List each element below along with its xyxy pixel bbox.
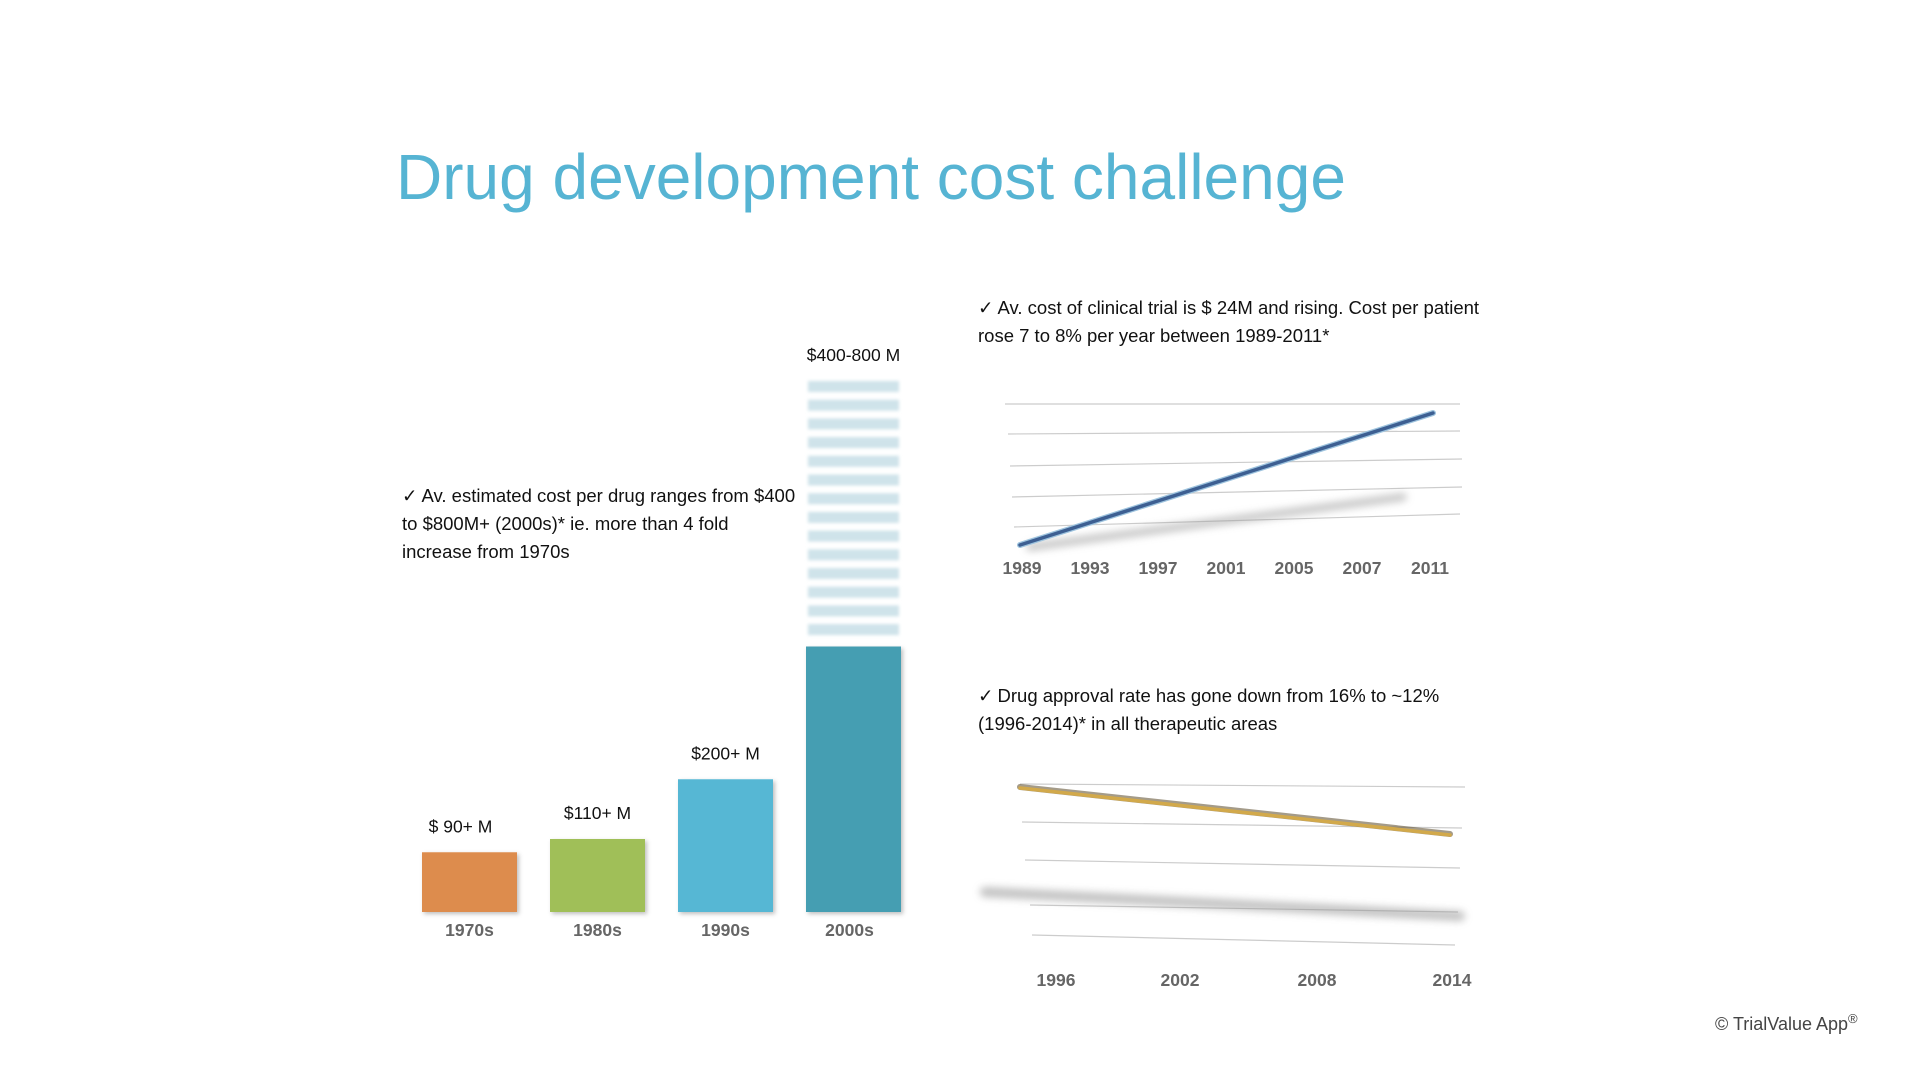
registered-mark: ® (1848, 1011, 1858, 1026)
copyright-text: © TrialValue App (1715, 1014, 1849, 1034)
approval-rate-line-chart: 1996 2002 2008 2014 (980, 783, 1472, 990)
x-tick-label: 2000s (825, 920, 874, 940)
gridline (1024, 859, 1461, 869)
trial-cost-note: ✓ Av. cost of clinical trial is $ 24M and… (978, 294, 1488, 350)
x-tick-label: 2005 (1275, 558, 1314, 578)
copyright: © TrialValue App® (1715, 1011, 1858, 1035)
range-stripe (808, 511, 899, 523)
bar-chart-note-text: Av. estimated cost per drug ranges from … (402, 485, 796, 562)
approval-rate-note-text: Drug approval rate has gone down from 16… (978, 685, 1440, 734)
series-shadow (980, 887, 1465, 921)
slide-title: Drug development cost challenge (396, 141, 1346, 213)
range-stripe (808, 624, 899, 636)
approval-rate-note: ✓ Drug approval rate has gone down from 1… (978, 682, 1458, 738)
check-icon: ✓ (978, 685, 994, 706)
x-tick-label: 1993 (1071, 558, 1110, 578)
range-stripe (808, 605, 899, 617)
bar-2000s (806, 646, 901, 912)
bar-range-2000s (808, 381, 899, 636)
gridline (1009, 458, 1463, 467)
bar-chart-note: ✓ Av. estimated cost per drug ranges from… (402, 482, 802, 566)
x-tick-label: 2014 (1433, 970, 1472, 990)
check-icon: ✓ (402, 485, 418, 506)
gridline (1031, 934, 1456, 946)
trial-cost-note-text: Av. cost of clinical trial is $ 24M and … (978, 297, 1480, 346)
x-tick-label: 1980s (573, 920, 622, 940)
bar-data-label: $ 90+ M (429, 816, 493, 836)
x-tick-label: 2001 (1207, 558, 1246, 578)
x-tick-label: 1996 (1037, 970, 1076, 990)
series-shadow (1026, 493, 1407, 551)
x-tick-label: 2008 (1298, 970, 1337, 990)
bar-data-label: $400-800 M (807, 345, 900, 365)
range-stripe (808, 418, 899, 430)
range-stripe (808, 493, 899, 505)
series-line-approval-rate (1018, 786, 1452, 837)
bar-chart: $ 90+ M 1970s $110+ M 1980s $200+ M 1990s $400… (422, 345, 901, 940)
x-tick-label: 1989 (1003, 558, 1042, 578)
range-stripe (808, 437, 899, 449)
gridline (1011, 486, 1463, 498)
x-tick-label: 2007 (1343, 558, 1382, 578)
x-tick-label: 1997 (1139, 558, 1178, 578)
range-stripe (808, 530, 899, 542)
check-icon: ✓ (978, 297, 994, 318)
x-tick-label: 2002 (1161, 970, 1200, 990)
range-stripe (808, 586, 899, 598)
series-line-cost-per-patient (1018, 411, 1435, 547)
range-stripe (808, 381, 899, 392)
x-tick-label: 2011 (1411, 558, 1449, 578)
x-tick-label: 1990s (701, 920, 750, 940)
x-tick-label: 1970s (445, 920, 494, 940)
bar-data-label: $200+ M (691, 743, 760, 763)
bar-1980s (550, 838, 645, 912)
range-stripe (808, 549, 899, 561)
range-stripe (808, 568, 899, 579)
range-stripe (808, 474, 899, 486)
bar-data-label: $110+ M (564, 803, 631, 823)
gridline (1019, 783, 1466, 788)
bar-1970s (422, 852, 517, 912)
range-stripe (808, 399, 899, 411)
bar-1990s (678, 779, 773, 912)
gridline (1007, 430, 1461, 435)
range-stripe (808, 455, 899, 467)
trial-cost-line-chart: 1989 1993 1997 2001 2005 2007 2011 (1003, 403, 1463, 578)
